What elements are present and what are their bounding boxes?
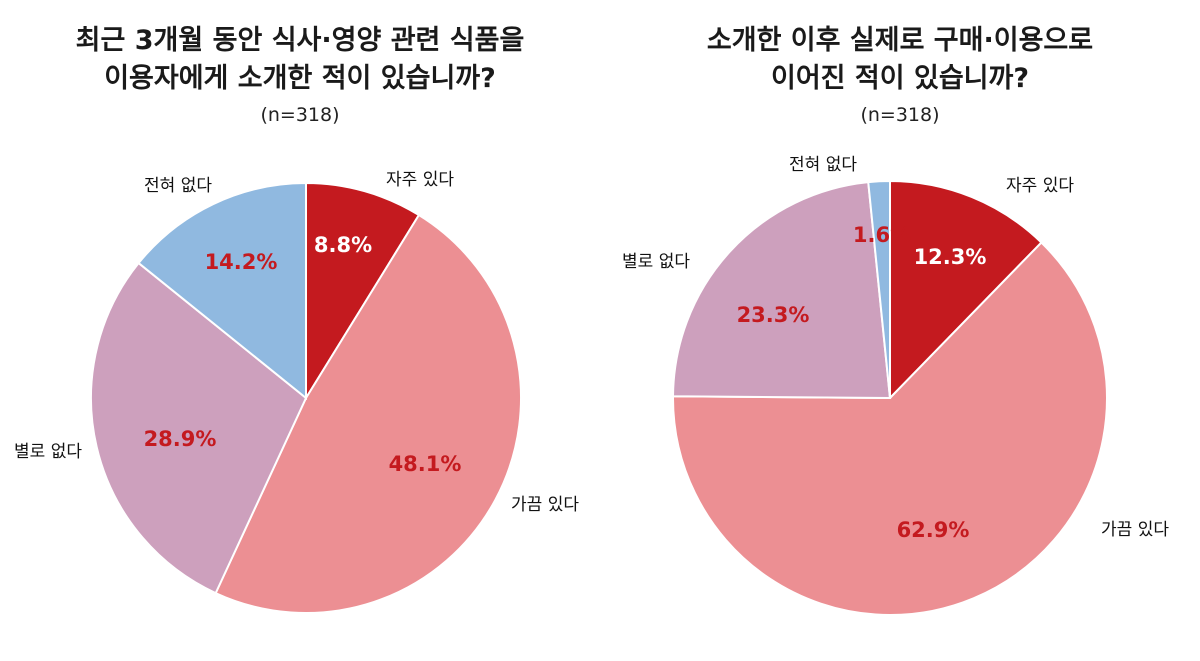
chart-sample-size: (n=318) xyxy=(260,104,340,126)
slice-value-label: 12.3% xyxy=(914,245,987,269)
slice-category-label: 자주 있다 xyxy=(1006,176,1074,196)
pie-slice xyxy=(137,181,307,401)
slice-category-label: 별로 없다 xyxy=(622,252,690,272)
pie-slice xyxy=(867,179,891,399)
slice-value-label: 1.6% xyxy=(853,223,911,247)
pie-slice xyxy=(305,181,421,402)
chart-title-line-1: 소개한 이후 실제로 구매·이용으로 xyxy=(706,25,1094,56)
pie-slice xyxy=(672,241,1108,616)
chart-title-line-2: 이용자에게 소개한 적이 있습니까? xyxy=(104,63,496,94)
slice-category-label: 자주 있다 xyxy=(386,170,454,190)
pie-slice xyxy=(214,213,522,614)
chart-sample-size: (n=318) xyxy=(860,104,940,126)
pie-svg: 12.3% 자주 있다 62.9% 가끔 있다 23.3% 별로 없다 1.6% 전혀 없다 xyxy=(622,155,1169,616)
pie-slice xyxy=(889,179,1043,401)
slice-value-label: 14.2% xyxy=(205,250,278,274)
chart-title: 최근 3개월 동안 식사·영양 관련 식품을 이용자에게 소개한 적이 있습니까… xyxy=(0,22,600,130)
pie-svg: 8.8% 자주 있다 48.1% 가끔 있다 28.9% 별로 없다 14.2% 전혀 없다 xyxy=(14,170,579,614)
slice-category-label: 전혀 없다 xyxy=(789,155,857,175)
slice-category-label: 전혀 없다 xyxy=(144,176,212,196)
pie-chart-purchase: 소개한 이후 실제로 구매·이용으로 이어진 적이 있습니까? (n=318) … xyxy=(600,0,1200,661)
slice-category-label: 별로 없다 xyxy=(14,442,82,462)
chart-title: 소개한 이후 실제로 구매·이용으로 이어진 적이 있습니까? (n=318) xyxy=(600,22,1200,130)
slice-category-label: 가끔 있다 xyxy=(511,495,579,515)
pie-chart-recommendation: 최근 3개월 동안 식사·영양 관련 식품을 이용자에게 소개한 적이 있습니까… xyxy=(0,22,600,614)
slice-value-label: 23.3% xyxy=(737,303,810,327)
slice-value-label: 8.8% xyxy=(314,233,372,257)
chart-title-line-2: 이어진 적이 있습니까? xyxy=(770,63,1030,94)
slice-value-label: 28.9% xyxy=(144,427,217,451)
chart-title-line-1: 최근 3개월 동안 식사·영양 관련 식품을 xyxy=(75,25,525,56)
slice-value-label: 62.9% xyxy=(897,518,970,542)
slice-value-label: 48.1% xyxy=(389,452,462,476)
slice-category-label: 가끔 있다 xyxy=(1101,520,1169,540)
pie-slice xyxy=(90,261,308,595)
pie-slice xyxy=(671,180,892,400)
